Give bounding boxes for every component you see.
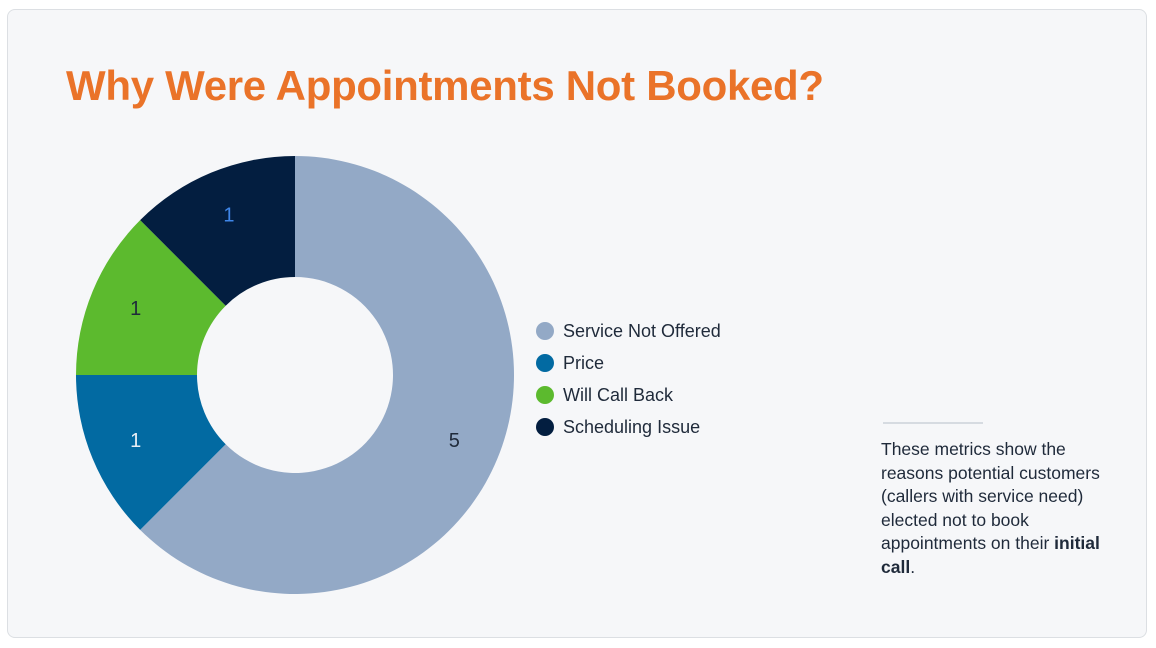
note-text: These metrics show the reasons potential… (881, 439, 1100, 553)
donut-slice-service-not-offered (140, 156, 514, 594)
legend-label: Price (563, 352, 605, 373)
legend-swatch (536, 418, 554, 436)
legend-item: Scheduling Issue (536, 411, 721, 443)
note-end: . (910, 556, 916, 577)
data-label-scheduling-issue: 1 (223, 205, 234, 227)
legend-swatch (536, 386, 554, 404)
donut-slice-will-call-back (76, 220, 226, 375)
donut-chart: 5 1 1 1 (76, 156, 514, 594)
chart-legend: Service Not Offered Price Will Call Back Sc… (536, 315, 721, 443)
data-label-service-not-offered: 5 (449, 430, 460, 452)
donut-slice-price (76, 375, 226, 530)
legend-swatch (536, 322, 554, 340)
chart-title: Why Were Appointments Not Booked? (66, 62, 824, 109)
chart-card: Why Were Appointments Not Booked? 5 1 1 1 S… (7, 9, 1147, 638)
note-emphasis: initial call (881, 533, 1100, 577)
legend-item: Price (536, 347, 721, 379)
legend-item: Service Not Offered (536, 315, 721, 347)
legend-swatch (536, 354, 554, 372)
legend-label: Will Call Back (563, 384, 674, 405)
legend-label: Scheduling Issue (563, 416, 701, 437)
data-label-price: 1 (130, 430, 141, 452)
note-divider (883, 422, 983, 424)
explanation-note: These metrics show the reasons potential… (881, 438, 1111, 579)
donut-slice-scheduling-issue (140, 156, 295, 306)
data-label-will-call-back: 1 (130, 298, 141, 320)
legend-item: Will Call Back (536, 379, 721, 411)
legend-label: Service Not Offered (563, 320, 721, 341)
